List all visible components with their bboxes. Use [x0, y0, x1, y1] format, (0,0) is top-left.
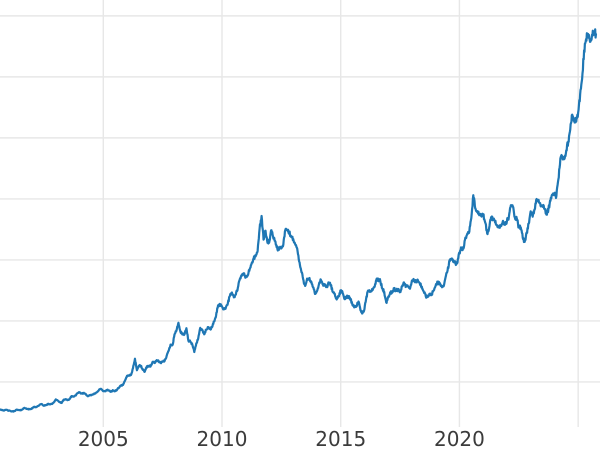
gridlines	[0, 0, 600, 427]
x-tick-label: 2020	[434, 427, 485, 450]
x-tick-label: 2015	[315, 427, 366, 450]
x-tick-labels: 2005 2010 2015 2020	[78, 427, 485, 450]
x-tick-label: 2005	[78, 427, 129, 450]
x-tick-label: 2010	[197, 427, 248, 450]
price-line	[0, 28, 598, 413]
